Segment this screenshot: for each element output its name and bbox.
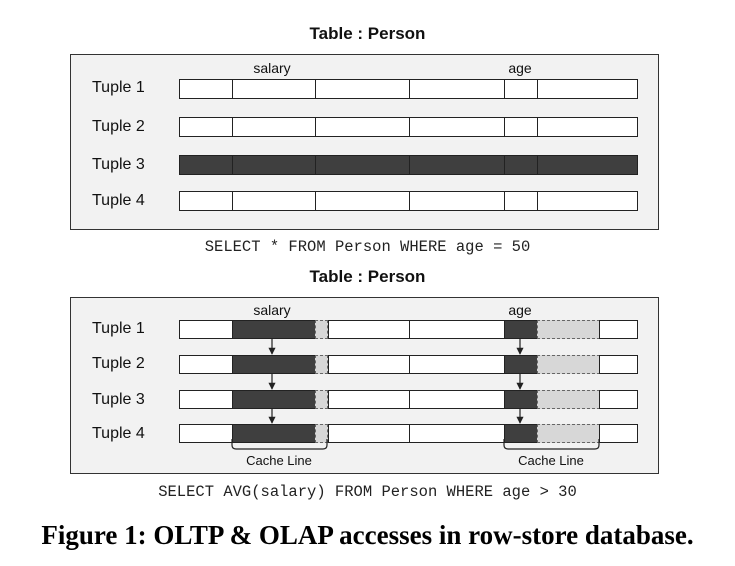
top-tuple-3-field-4 — [409, 155, 505, 175]
top-row-label-4: Tuple 4 — [92, 192, 145, 209]
bottom-tuple-1-field-6 — [599, 320, 638, 339]
figure-caption: Figure 1: OLTP & OLAP accesses in row-st… — [41, 520, 694, 550]
bottom-table-panel: salary age Tuple 1 Tuple 2 Tuple 3 Tuple… — [70, 297, 659, 474]
bottom-row-label-4: Tuple 4 — [92, 425, 145, 442]
top-tuple-3-field-3 — [315, 155, 410, 175]
bottom-row-label-1: Tuple 1 — [92, 320, 145, 337]
bottom-tuple-4-field-6 — [599, 424, 638, 443]
top-tuple-2-field-4 — [409, 117, 505, 137]
bottom-tuple-2-salary-cacheline-part — [315, 355, 328, 374]
bottom-sql-query: SELECT AVG(salary) FROM Person WHERE age… — [158, 483, 577, 501]
top-tuple-4-age-field — [504, 191, 538, 211]
top-tuple-1-age-field — [504, 79, 538, 99]
bottom-tuple-2-field-6 — [599, 355, 638, 374]
access-arrows-and-braces — [231, 339, 600, 450]
top-tuple-4-field-1 — [179, 191, 233, 211]
bottom-row-label-3: Tuple 3 — [92, 391, 145, 408]
top-tuple-4-field-4 — [409, 191, 505, 211]
top-tuple-1-field-4 — [409, 79, 505, 99]
top-tuple-3-field-1 — [179, 155, 233, 175]
top-sql-query: SELECT * FROM Person WHERE age = 50 — [204, 238, 531, 256]
bottom-tuple-1-salary-cacheline-part — [315, 320, 328, 339]
bottom-tuple-4-salary-cacheline-part — [315, 424, 328, 443]
top-tuple-4-salary-field — [232, 191, 316, 211]
top-row-label-3: Tuple 3 — [92, 156, 145, 173]
top-tuple-4-field-3 — [315, 191, 410, 211]
bottom-table-title: Table : Person — [309, 267, 426, 286]
age-cache-line-brace — [503, 439, 600, 450]
bottom-tuple-3-field-6 — [599, 390, 638, 409]
top-tuple-2-field-3 — [315, 117, 410, 137]
bottom-tuple-3-salary-cacheline-part — [315, 390, 328, 409]
top-tuple-2-field-1 — [179, 117, 233, 137]
top-column-label-age: age — [508, 60, 532, 76]
top-tuple-2-field-6 — [537, 117, 638, 137]
top-tuple-2-age-field — [504, 117, 538, 137]
salary-cache-line-label: Cache Line — [246, 453, 312, 468]
top-tuple-1-field-6 — [537, 79, 638, 99]
top-tuple-1-field-1 — [179, 79, 233, 99]
top-column-label-salary: salary — [253, 60, 291, 76]
top-tuple-1-salary-field — [232, 79, 316, 99]
salary-cache-line-brace — [231, 439, 328, 450]
age-cache-line-label: Cache Line — [518, 453, 584, 468]
top-tuple-4-field-6 — [537, 191, 638, 211]
top-tuple-2-salary-field — [232, 117, 316, 137]
top-tuple-3-salary-field — [232, 155, 316, 175]
top-row-label-2: Tuple 2 — [92, 118, 145, 135]
bottom-row-label-2: Tuple 2 — [92, 355, 145, 372]
top-tuple-3-field-6 — [537, 155, 638, 175]
top-row-label-1: Tuple 1 — [92, 79, 145, 96]
top-table-panel: salary age Tuple 1 Tuple 2 Tuple 3 Tuple… — [70, 54, 659, 230]
bottom-column-label-salary: salary — [253, 302, 291, 318]
top-tuple-3-age-field — [504, 155, 538, 175]
top-tuple-1-field-3 — [315, 79, 410, 99]
top-table-title: Table : Person — [309, 24, 426, 43]
bottom-column-label-age: age — [508, 302, 532, 318]
